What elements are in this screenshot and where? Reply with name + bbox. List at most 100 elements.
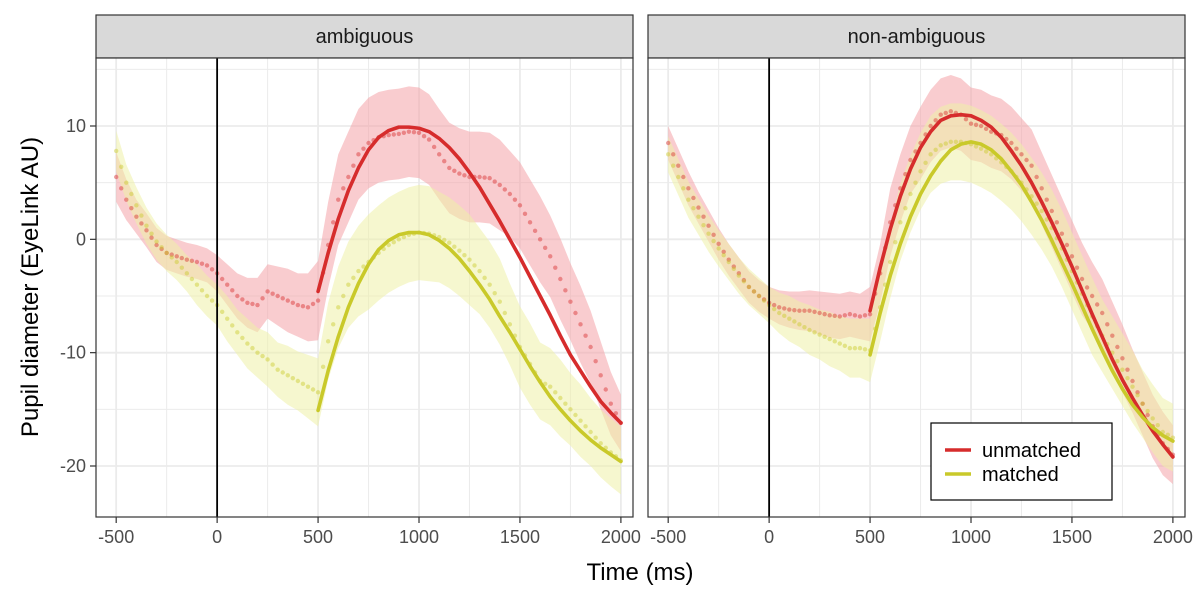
raw-point-unmatched xyxy=(553,265,558,270)
raw-point-matched xyxy=(250,345,255,351)
raw-point-matched xyxy=(792,319,797,324)
raw-point-matched xyxy=(983,149,989,154)
raw-point-unmatched xyxy=(421,134,427,139)
raw-point-matched xyxy=(553,390,558,395)
x-tick-label: 1000 xyxy=(951,527,991,547)
raw-point-matched xyxy=(787,316,792,321)
raw-point-unmatched xyxy=(406,129,412,134)
raw-point-unmatched xyxy=(1044,197,1049,202)
raw-point-unmatched xyxy=(300,304,306,309)
raw-point-matched xyxy=(573,412,578,418)
raw-point-matched xyxy=(487,282,492,287)
raw-point-matched xyxy=(507,322,513,327)
raw-point-matched xyxy=(265,357,270,362)
raw-point-unmatched xyxy=(1115,344,1120,350)
raw-point-matched xyxy=(149,231,154,236)
raw-point-unmatched xyxy=(837,314,842,319)
raw-point-matched xyxy=(1150,416,1155,421)
raw-point-unmatched xyxy=(721,249,726,254)
raw-point-matched xyxy=(832,339,837,344)
raw-point-matched xyxy=(578,418,583,423)
raw-point-matched xyxy=(164,250,169,256)
raw-point-matched xyxy=(492,290,497,296)
raw-point-unmatched xyxy=(124,197,129,202)
raw-point-unmatched xyxy=(1019,152,1024,157)
raw-point-matched xyxy=(568,407,573,412)
raw-point-unmatched xyxy=(235,293,240,299)
raw-point-matched xyxy=(235,330,240,335)
confidence-bands-non-ambiguous xyxy=(668,75,1173,485)
raw-point-matched xyxy=(681,186,686,191)
raw-point-unmatched xyxy=(797,308,802,313)
plot-border-non-ambiguous xyxy=(647,57,1186,518)
raw-point-unmatched xyxy=(598,373,603,378)
raw-point-matched xyxy=(842,343,848,349)
raw-point-matched xyxy=(852,345,858,351)
raw-point-unmatched xyxy=(356,152,361,157)
x-tick-label: 1000 xyxy=(399,527,439,547)
legend-box xyxy=(930,422,1113,501)
raw-point-unmatched xyxy=(908,157,913,163)
raw-point-unmatched xyxy=(1145,412,1150,418)
raw-point-matched xyxy=(711,238,716,244)
raw-point-matched xyxy=(847,345,853,351)
raw-point-matched xyxy=(978,146,984,151)
raw-point-unmatched xyxy=(827,313,832,318)
raw-point-matched xyxy=(548,384,553,389)
raw-point-unmatched xyxy=(522,211,528,217)
raw-point-unmatched xyxy=(817,310,822,316)
raw-point-matched xyxy=(255,350,260,355)
raw-point-unmatched xyxy=(1049,208,1054,214)
raw-point-unmatched xyxy=(782,306,787,311)
raw-point-unmatched xyxy=(691,195,696,201)
raw-point-unmatched xyxy=(416,130,422,135)
raw-point-matched xyxy=(756,293,762,299)
y-tick-label: -10 xyxy=(60,343,86,363)
strip-background-ambiguous xyxy=(95,14,634,59)
raw-point-unmatched xyxy=(462,173,467,178)
raw-point-unmatched xyxy=(842,313,848,318)
fit-curve-unmatched xyxy=(868,112,1175,459)
raw-point-matched xyxy=(676,174,681,180)
raw-point-matched xyxy=(696,214,701,219)
x-axis-ticks-ambiguous: -500 0 500 1000 1500 2000 xyxy=(98,517,641,547)
raw-point-unmatched xyxy=(963,117,969,122)
raw-point-matched xyxy=(706,231,711,236)
raw-point-matched xyxy=(300,381,306,387)
raw-point-unmatched xyxy=(696,205,701,210)
raw-point-matched xyxy=(802,324,807,330)
raw-point-matched xyxy=(797,322,802,327)
raw-point-unmatched xyxy=(1024,157,1029,163)
raw-point-unmatched xyxy=(847,311,853,317)
raw-point-unmatched xyxy=(802,308,807,313)
legend: unmatched matched xyxy=(930,422,1113,501)
raw-point-matched xyxy=(305,384,311,389)
raw-point-unmatched xyxy=(270,291,275,296)
x-tick-label: 0 xyxy=(764,527,774,547)
raw-point-matched xyxy=(1115,358,1120,364)
raw-point-unmatched xyxy=(792,307,797,313)
raw-point-unmatched xyxy=(527,220,533,225)
raw-point-matched xyxy=(933,147,938,152)
raw-point-unmatched xyxy=(665,140,671,146)
confidence-band-matched xyxy=(668,103,1173,472)
raw-point-matched xyxy=(502,310,508,316)
raw-point-unmatched xyxy=(948,109,954,114)
raw-point-unmatched xyxy=(857,314,863,319)
raw-point-unmatched xyxy=(290,300,296,305)
raw-point-matched xyxy=(290,375,296,381)
x-tick-label: -500 xyxy=(98,527,134,547)
raw-point-unmatched xyxy=(1130,378,1135,384)
raw-point-matched xyxy=(295,378,301,384)
raw-point-unmatched xyxy=(436,152,442,157)
raw-point-unmatched xyxy=(751,289,757,294)
raw-point-matched xyxy=(938,143,943,148)
raw-point-unmatched xyxy=(305,305,311,310)
raw-point-matched xyxy=(593,435,598,440)
raw-point-unmatched xyxy=(386,132,391,138)
raw-point-matched xyxy=(467,257,472,262)
raw-point-matched xyxy=(827,336,832,342)
x-tick-label: 500 xyxy=(303,527,333,547)
raw-point-matched xyxy=(948,139,954,145)
y-axis-ticks: 10 0 -10 -20 xyxy=(60,116,96,476)
